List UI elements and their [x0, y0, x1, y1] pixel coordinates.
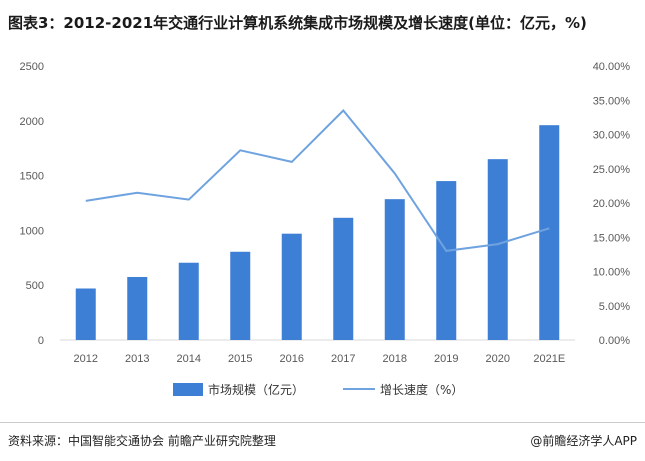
- right-tick-label: 40.00%: [593, 61, 631, 73]
- bar-series: [75, 125, 560, 341]
- market-size-bar: [539, 125, 560, 341]
- x-tick-label: 2020: [486, 353, 510, 365]
- left-tick-label: 1000: [20, 225, 44, 237]
- market-size-bar: [487, 159, 508, 340]
- legend-bar-swatch: [173, 383, 203, 396]
- left-axis-ticks: 0 500 1000 1500 2000 2500: [20, 61, 44, 347]
- left-tick-label: 2000: [20, 116, 44, 128]
- market-size-bar: [333, 217, 354, 340]
- growth-rate-line: [85, 109, 550, 252]
- market-size-bar: [178, 262, 199, 340]
- legend-line-label: 增长速度（%）: [380, 382, 463, 397]
- market-size-bar: [384, 199, 405, 340]
- left-tick-label: 2500: [20, 61, 44, 73]
- right-tick-label: 10.00%: [593, 267, 631, 279]
- combo-chart: 0 500 1000 1500 2000 2500 0.00% 5.00% 10.00% 15.…: [20, 61, 631, 397]
- legend-bar-label: 市场规模（亿元）: [208, 382, 304, 397]
- right-tick-label: 5.00%: [599, 301, 630, 313]
- left-tick-label: 500: [26, 280, 44, 292]
- credit-note: @前瞻经济学人APP: [530, 434, 637, 448]
- right-tick-label: 25.00%: [593, 164, 631, 176]
- x-tick-label: 2019: [434, 353, 458, 365]
- x-tick-label: 2021E: [533, 353, 565, 365]
- footer-divider: [0, 422, 645, 423]
- x-tick-label: 2015: [228, 353, 252, 365]
- right-tick-label: 30.00%: [593, 130, 631, 142]
- x-tick-label: 2013: [125, 353, 149, 365]
- source-note: 资料来源：中国智能交通协会 前瞻产业研究院整理: [8, 434, 276, 448]
- x-axis-labels: 2012 2013 2014 2015 2016 2017 2018 2019 2020 2021…: [74, 353, 566, 365]
- left-tick-label: 0: [38, 335, 44, 347]
- x-tick-label: 2014: [177, 353, 201, 365]
- market-size-bar: [127, 276, 148, 340]
- chart-title: 图表3：2012-2021年交通行业计算机系统集成市场规模及增长速度(单位：亿元…: [8, 14, 587, 32]
- right-tick-label: 0.00%: [599, 335, 630, 347]
- legend: 市场规模（亿元） 增长速度（%）: [173, 382, 463, 397]
- x-tick-label: 2017: [331, 353, 355, 365]
- market-size-bar: [230, 251, 251, 340]
- right-tick-label: 15.00%: [593, 232, 631, 244]
- x-tick-label: 2012: [74, 353, 98, 365]
- x-tick-label: 2016: [280, 353, 304, 365]
- right-axis-ticks: 0.00% 5.00% 10.00% 15.00% 20.00% 25.00% 30.00%…: [593, 61, 631, 347]
- market-size-bar: [281, 233, 302, 340]
- left-tick-label: 1500: [20, 171, 44, 183]
- market-size-bar: [436, 181, 457, 340]
- right-tick-label: 35.00%: [593, 95, 631, 107]
- market-size-bar: [75, 288, 96, 340]
- x-tick-label: 2018: [383, 353, 407, 365]
- right-tick-label: 20.00%: [593, 198, 631, 210]
